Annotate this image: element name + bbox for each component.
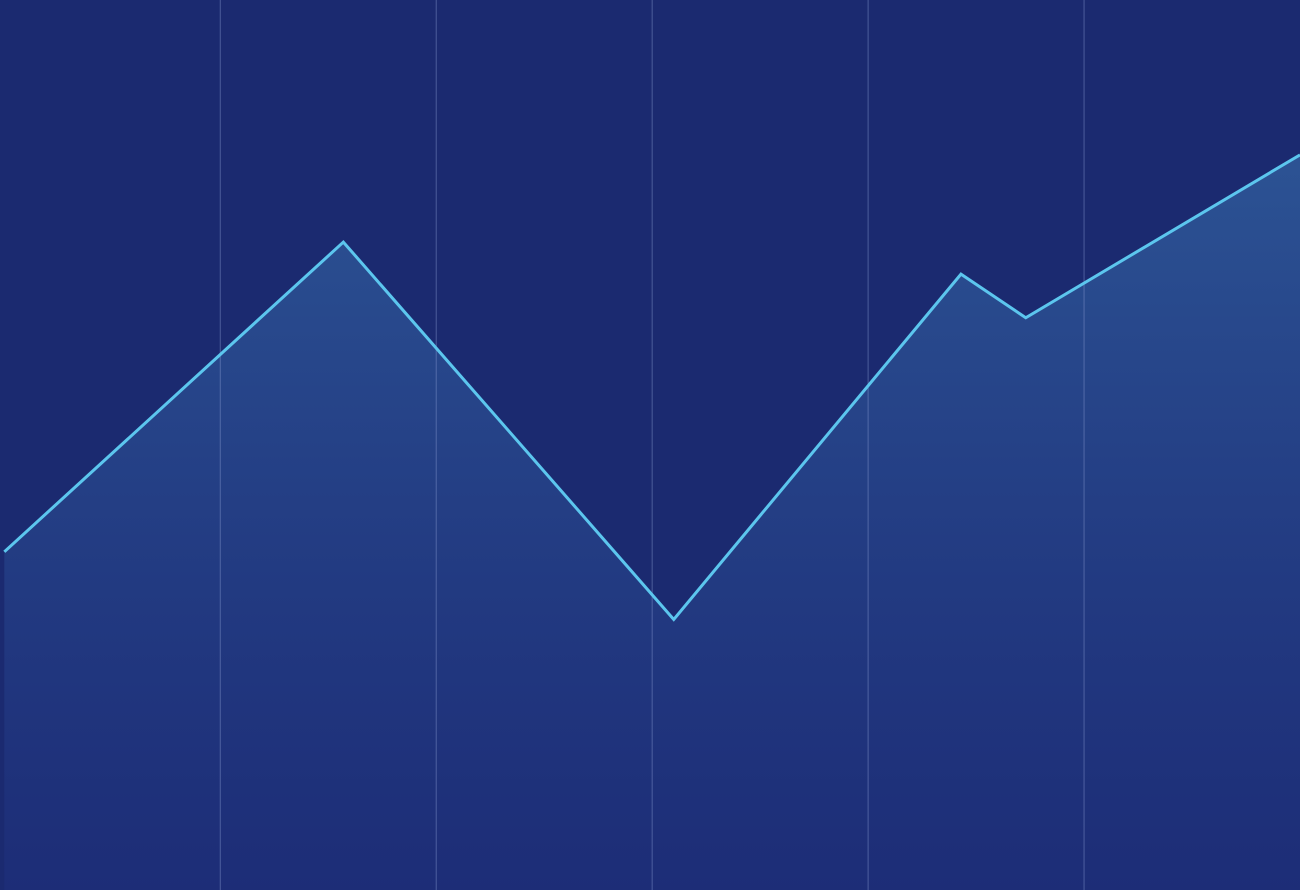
line (3, 153, 1300, 622)
area-fill (4, 154, 1300, 890)
